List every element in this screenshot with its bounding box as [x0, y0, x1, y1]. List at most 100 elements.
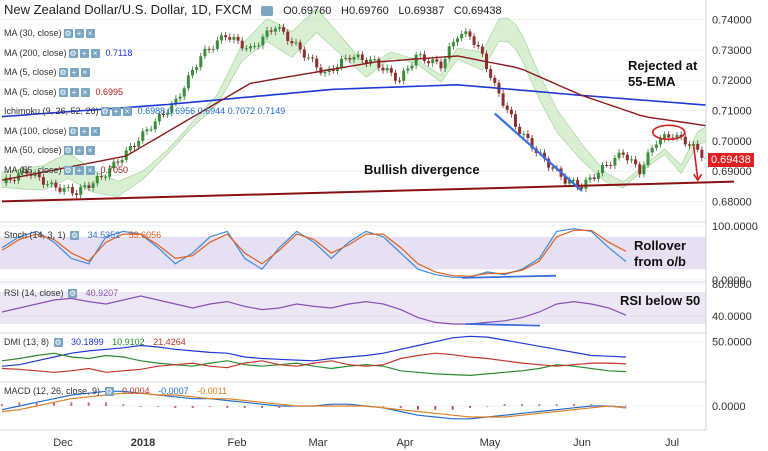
settings-icon[interactable]: ⚙	[104, 387, 114, 397]
candle-body	[277, 27, 281, 29]
down-arrow-shaft	[692, 145, 699, 179]
stoch-series-0	[1, 228, 627, 278]
candle-body	[410, 65, 414, 69]
candles[interactable]	[4, 23, 708, 199]
candle-body	[108, 168, 112, 177]
annotation-rsi: RSI below 50	[620, 293, 701, 308]
macd-histogram-bar	[486, 406, 489, 407]
candle-body	[621, 152, 625, 155]
candle-body	[377, 59, 381, 68]
settings-icon[interactable]: ⚙	[68, 289, 78, 299]
settings-icon[interactable]: ⚙	[70, 231, 80, 241]
price-axis: 0.74000 0.73000 0.72000 0.71000 0.70000 0.690…	[705, 0, 768, 451]
dmi-adx-value: 30.1899	[71, 337, 104, 347]
overlay-legend-label: Ichimoku (9, 26, 52, 26)	[4, 106, 99, 116]
remove-icon[interactable]: ×	[85, 146, 95, 156]
price-tick-label: 0.71000	[712, 106, 752, 118]
remove-icon[interactable]: ×	[80, 68, 90, 78]
macd-hist-value: 0.0004	[122, 386, 150, 396]
candle-body	[265, 30, 269, 37]
remove-icon[interactable]: ×	[85, 165, 95, 175]
candle-body	[66, 187, 70, 189]
macd-histogram-bar	[451, 406, 454, 410]
settings-icon[interactable]: ⚙	[58, 87, 68, 97]
overlay-legend-row[interactable]: Ichimoku (9, 26, 52, 26) ⚙ + × 0.6988 0.6956…	[4, 106, 285, 117]
settings-icon[interactable]: ⚙	[63, 165, 73, 175]
remove-icon[interactable]: ×	[122, 107, 132, 117]
add-icon[interactable]: +	[79, 126, 89, 136]
macd-legend: MACD (12, 26, close, 9) ⚙ 0.0004 -0.0007…	[4, 386, 227, 397]
candle-body	[447, 46, 451, 59]
candle-body	[41, 177, 45, 185]
add-icon[interactable]: +	[79, 48, 89, 58]
candle-body	[629, 159, 633, 161]
candle-body	[306, 57, 310, 59]
candle-body	[576, 180, 580, 187]
macd-histogram-bar	[521, 404, 523, 406]
candle-body	[54, 182, 58, 188]
candle-body	[149, 129, 153, 131]
settings-icon[interactable]: ⚙	[63, 29, 73, 39]
candle-body	[87, 185, 91, 188]
candle-body	[157, 114, 161, 122]
annotation-rejected: Rejected at 55-EMA	[628, 58, 698, 89]
overlay-legend-row[interactable]: MA (50, close) ⚙ + ×	[4, 145, 95, 156]
remove-icon[interactable]: ×	[90, 48, 100, 58]
rsi-value: 40.9207	[85, 288, 119, 298]
candle-body	[186, 75, 190, 89]
remove-icon[interactable]: ×	[90, 126, 100, 136]
macd-histogram-bar	[278, 406, 281, 408]
add-icon[interactable]: +	[69, 87, 79, 97]
overlay-legend-row[interactable]: MA (5, close) ⚙ + ×	[4, 67, 90, 78]
settings-icon[interactable]: ⚙	[58, 68, 68, 78]
candle-body	[439, 61, 443, 69]
candle-body	[162, 114, 166, 116]
overlay-legend-row[interactable]: MA (100, close) ⚙ + ×	[4, 126, 100, 136]
candle-body	[518, 126, 522, 134]
candle-body	[290, 41, 294, 44]
candle-body	[584, 179, 588, 189]
dmi-legend: DMI (13, 8) ⚙ 30.1899 10.9102 21.4264	[4, 337, 186, 348]
candle-body	[435, 59, 439, 62]
settings-icon[interactable]: ⚙	[68, 48, 78, 58]
annotations	[1, 112, 735, 327]
overlay-legend-row[interactable]: MA (30, close) ⚙ + ×	[4, 28, 95, 39]
overlay-legend-label: MA (50, close)	[4, 145, 62, 155]
settings-icon[interactable]: ⚙	[53, 338, 63, 348]
candle-body	[360, 54, 364, 60]
overlay-legend-row[interactable]: MA (5, close) ⚙ + × 0.6995	[4, 87, 123, 97]
add-icon[interactable]: +	[74, 165, 84, 175]
remove-icon[interactable]: ×	[80, 87, 90, 97]
candle-body	[398, 80, 402, 82]
settings-icon[interactable]: ⚙	[100, 107, 110, 117]
candle-body	[617, 152, 621, 158]
candle-body	[25, 170, 29, 174]
overlay-legend-row[interactable]: MA (55, close) ⚙ + × 0.7050	[4, 165, 128, 175]
settings-icon[interactable]: ⚙	[68, 126, 78, 136]
candle-body	[406, 68, 410, 71]
dmi-minus-value: 21.4264	[153, 337, 186, 347]
overlay-legend-value: 0.7118	[105, 47, 133, 58]
candle-body	[588, 177, 592, 180]
add-icon[interactable]: +	[69, 68, 79, 78]
macd-histogram-bar	[139, 406, 142, 407]
overlay-legend-row[interactable]: MA (200, close) ⚙ + × 0.7118	[4, 48, 132, 58]
settings-icon[interactable]: ⚙	[63, 146, 73, 156]
visibility-icon[interactable]	[261, 5, 274, 16]
candle-body	[319, 67, 323, 74]
add-icon[interactable]: +	[74, 146, 84, 156]
candle-body	[364, 59, 368, 64]
rsi-divergence-line	[465, 323, 541, 327]
remove-icon[interactable]: ×	[85, 29, 95, 39]
price-tick-label: 0.73000	[712, 45, 752, 57]
candle-body	[389, 68, 393, 73]
overlay-legend-label: MA (55, close)	[4, 164, 62, 175]
add-icon[interactable]: +	[111, 107, 121, 117]
candle-body	[215, 40, 219, 49]
macd-histogram-bar	[35, 402, 38, 406]
candle-body	[50, 182, 54, 185]
macd-histogram-bar	[87, 402, 90, 406]
candle-body	[315, 58, 319, 68]
add-icon[interactable]: +	[74, 29, 84, 39]
